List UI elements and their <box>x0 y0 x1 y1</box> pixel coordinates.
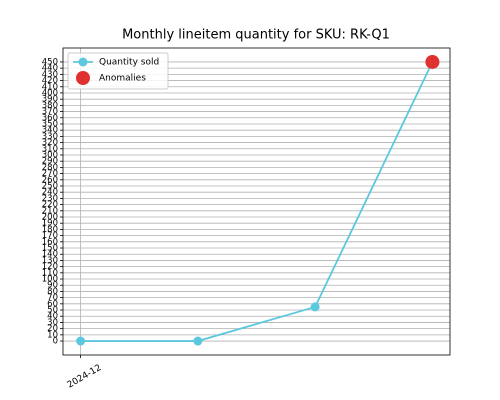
y-tick-label: 20 <box>47 324 58 334</box>
y-tick-label: 140 <box>42 250 58 260</box>
y-tick-label: 410 <box>42 82 58 92</box>
series-line <box>80 61 434 342</box>
y-tick-label: 80 <box>47 287 58 297</box>
y-tick-label: 190 <box>42 219 58 229</box>
plot-frame <box>62 47 451 356</box>
y-tick-label: 450 <box>42 57 58 67</box>
data-point <box>310 302 320 312</box>
y-tick-label: 370 <box>42 107 58 117</box>
y-tick-label: 380 <box>42 101 58 111</box>
y-tick-label: 200 <box>42 213 58 223</box>
legend-label: Anomalies <box>99 74 146 84</box>
y-tick-label: 210 <box>42 206 58 216</box>
y-tick-label: 400 <box>42 88 58 98</box>
y-tick-label: 130 <box>42 256 58 266</box>
y-tick-label: 60 <box>47 299 58 309</box>
y-tick-label: 340 <box>42 126 58 136</box>
y-tick-label: 250 <box>42 181 58 191</box>
y-tick-label: 0 <box>53 337 58 347</box>
y-tick-label: 260 <box>42 175 58 185</box>
y-tick-label: 160 <box>42 237 58 247</box>
y-tick-label: 300 <box>42 150 58 160</box>
y-tick-label: 110 <box>42 268 58 278</box>
y-tick-label: 360 <box>42 113 58 123</box>
legend-label: Quantity sold <box>99 58 159 68</box>
y-tick-label: 330 <box>42 132 58 142</box>
y-tick-label: 150 <box>42 244 58 254</box>
y-tick-label: 100 <box>42 275 58 285</box>
data-point <box>193 336 203 346</box>
y-tick-label: 320 <box>42 138 58 148</box>
y-tick-label: 50 <box>47 306 58 316</box>
y-tick-label: 180 <box>42 225 58 235</box>
legend-swatch <box>76 71 90 85</box>
y-tick-label: 230 <box>42 194 58 204</box>
y-tick-label: 270 <box>42 169 58 179</box>
y-tick-label: 350 <box>42 119 58 129</box>
y-tick-label: 90 <box>47 281 58 291</box>
legend: Quantity sold Anomalies <box>67 52 169 90</box>
y-tick-label: 310 <box>42 144 58 154</box>
y-tick-label: 10 <box>47 330 58 340</box>
y-tick-label: 40 <box>47 312 58 322</box>
y-tick-label: 240 <box>42 188 58 198</box>
y-tick-label: 170 <box>42 231 58 241</box>
chart-title: Monthly lineitem quantity for SKU: RK-Q1 <box>122 28 390 43</box>
y-tick-label: 120 <box>42 262 58 272</box>
y-tick-label: 420 <box>42 76 58 86</box>
y-tick-label: 70 <box>47 293 58 303</box>
anomaly-point <box>425 54 440 69</box>
legend-swatch <box>78 57 88 67</box>
y-tick-label: 30 <box>47 318 58 328</box>
data-point <box>76 336 86 346</box>
y-tick-label: 220 <box>42 200 58 210</box>
y-tick-label: 390 <box>42 95 58 105</box>
y-tick-label: 440 <box>42 64 58 74</box>
y-tick-label: 280 <box>42 163 58 173</box>
y-tick-label: 290 <box>42 157 58 167</box>
y-tick-label: 430 <box>42 70 58 80</box>
